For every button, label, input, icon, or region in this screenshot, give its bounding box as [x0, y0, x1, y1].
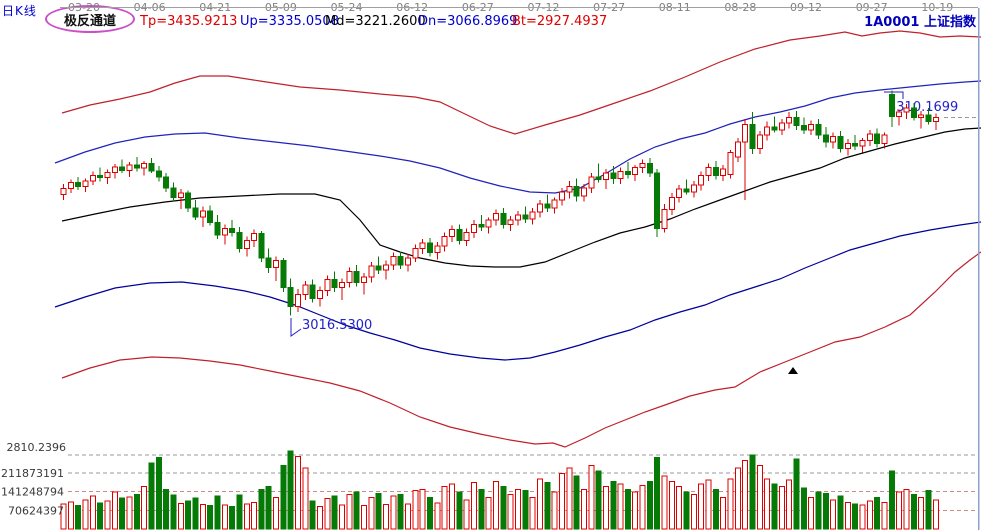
- volume-axis-label: 70624397: [8, 504, 64, 517]
- date-axis: 03-20 04-06 04-21 05-09 05-24 06-12 06-27 07-12…: [60, 1, 978, 14]
- channel-badge-ellipse: 极反通道: [45, 5, 135, 33]
- channel-line-bt: [61, 251, 981, 448]
- low-label-leader: [290, 318, 302, 337]
- channel-lines: [54, 30, 981, 448]
- volume-layer: [60, 450, 939, 530]
- period-label[interactable]: 日K线: [2, 4, 37, 18]
- low-point-label: 3016.5300: [302, 318, 372, 333]
- indicator-md-label: Md=3221.2600: [325, 14, 426, 29]
- annotations-layer: 3016.5300: [290, 91, 904, 374]
- last-price-leader: [884, 91, 904, 99]
- volume-axis-label: 141248794: [1, 486, 64, 499]
- channel-line-md: [61, 127, 981, 268]
- indicator-tp-label: Tp=3435.9213: [140, 14, 238, 29]
- triangle-marker: [788, 367, 798, 374]
- indicator-up-label: Up=3335.0508: [240, 14, 339, 29]
- volume-axis-label: 211873191: [1, 467, 64, 480]
- channel-line-dn: [54, 221, 981, 361]
- axis-labels: 2810.2396 211873191 141248794 70624397: [1, 441, 66, 517]
- price-bottom-label: 2810.2396: [7, 441, 67, 454]
- indicator-dn-label: Dn=3066.8969: [418, 14, 518, 29]
- gridlines: [68, 117, 978, 511]
- security-label: 1A0001 上证指数: [864, 15, 976, 30]
- channel-line-tp: [61, 30, 981, 135]
- indicator-bt-label: Bt=2927.4937: [512, 14, 608, 29]
- candles-layer: [60, 90, 939, 316]
- channel-badge-label: 极反通道: [63, 13, 116, 29]
